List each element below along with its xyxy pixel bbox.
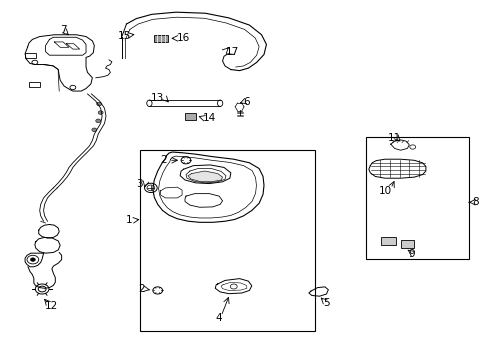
- Text: 5: 5: [323, 298, 329, 308]
- Bar: [400, 240, 413, 248]
- Text: 15: 15: [118, 31, 131, 41]
- Bar: [380, 237, 395, 245]
- Text: 7: 7: [60, 25, 66, 35]
- Circle shape: [96, 119, 101, 123]
- Text: 10: 10: [378, 186, 391, 196]
- Text: 9: 9: [407, 248, 414, 258]
- Circle shape: [98, 111, 103, 114]
- Text: 17: 17: [225, 46, 239, 57]
- Text: 14: 14: [203, 113, 216, 123]
- Text: 11: 11: [387, 133, 401, 143]
- Bar: [366, 137, 468, 259]
- Text: 2: 2: [138, 284, 145, 294]
- Circle shape: [30, 258, 35, 261]
- Circle shape: [97, 102, 102, 106]
- Bar: [140, 149, 315, 330]
- Text: 12: 12: [45, 301, 59, 311]
- Text: 13: 13: [151, 93, 164, 103]
- Bar: [29, 82, 40, 87]
- Bar: [25, 53, 36, 58]
- Polygon shape: [187, 171, 222, 182]
- Text: 1: 1: [125, 215, 132, 225]
- Text: 3: 3: [136, 179, 143, 189]
- Bar: [184, 113, 195, 120]
- Text: 2: 2: [160, 155, 166, 165]
- Bar: [154, 35, 168, 42]
- Text: 4: 4: [215, 314, 222, 323]
- Text: 6: 6: [243, 97, 250, 107]
- Text: 8: 8: [472, 197, 478, 207]
- Text: 16: 16: [177, 33, 190, 43]
- Circle shape: [92, 128, 97, 132]
